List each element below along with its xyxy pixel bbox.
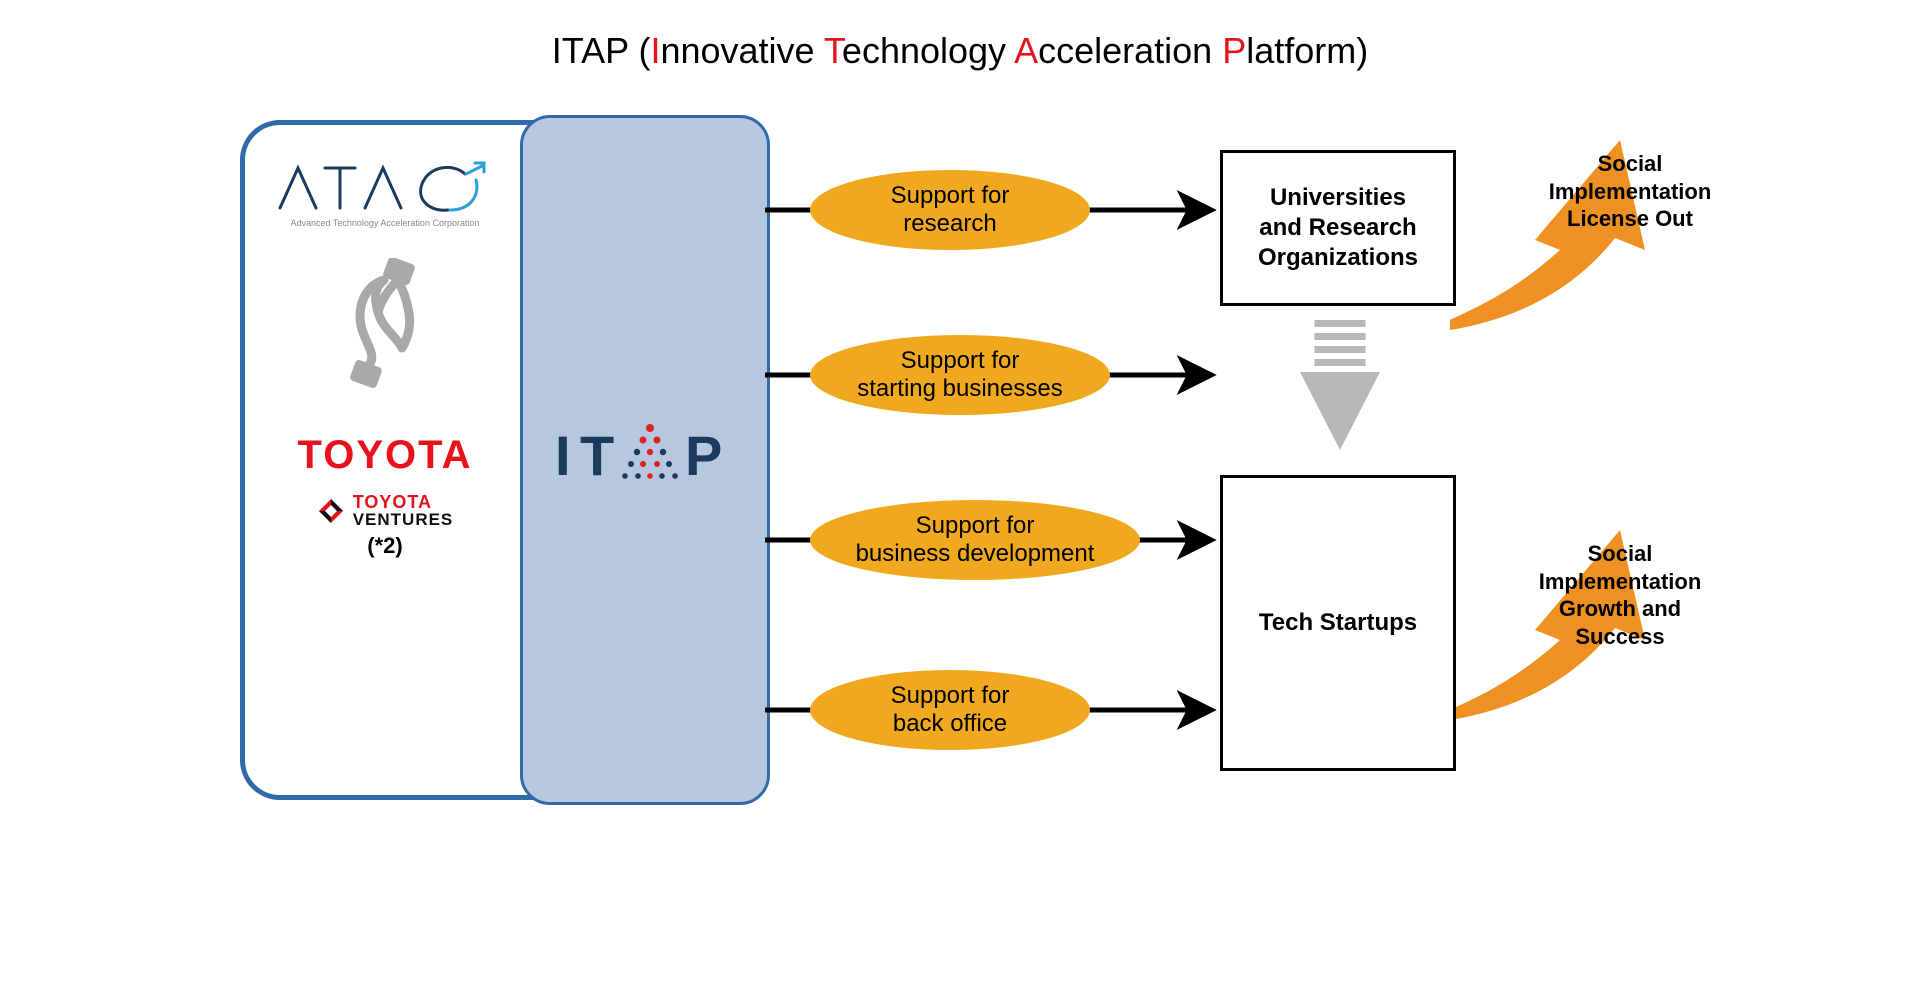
- down-arrow-icon: [1300, 320, 1380, 450]
- support-pill: Support forresearch: [810, 170, 1090, 250]
- support-pill: Support forback office: [810, 670, 1090, 750]
- atac-logo: [260, 160, 510, 220]
- ventures-word-2: VENTURES: [353, 511, 454, 528]
- itap-logo: I T P: [550, 420, 750, 499]
- title-seg4: latform): [1246, 30, 1368, 71]
- atac-subtitle: Advanced Technology Acceleration Corpora…: [260, 218, 510, 228]
- title-seg3: cceleration: [1038, 30, 1222, 71]
- swoosh-label: SocialImplementationLicense Out: [1530, 150, 1730, 233]
- partners-column: Advanced Technology Acceleration Corpora…: [260, 160, 510, 559]
- support-pill: Support forstarting businesses: [810, 335, 1110, 415]
- support-pill: Support forbusiness development: [810, 500, 1140, 580]
- footnote-marker: (*2): [260, 533, 510, 559]
- title-seg1: nnovative: [660, 30, 823, 71]
- title-seg2: echnology: [842, 30, 1014, 71]
- svg-text:I: I: [555, 424, 573, 487]
- title-lead: ITAP (: [552, 30, 651, 71]
- swoosh-label: SocialImplementationGrowth andSuccess: [1520, 540, 1720, 650]
- page-title: ITAP (Innovative Technology Acceleration…: [200, 30, 1720, 72]
- handshake-icon: [260, 258, 510, 393]
- svg-text:P: P: [685, 424, 724, 487]
- title-hi-p: P: [1222, 30, 1246, 71]
- ventures-word-1: TOYOTA: [353, 493, 432, 511]
- toyota-ventures-logo: TOYOTA VENTURES: [260, 493, 510, 528]
- title-hi-t: T: [824, 30, 842, 71]
- toyota-logo: TOYOTA: [260, 433, 510, 478]
- title-hi-a: A: [1014, 30, 1038, 71]
- target-box: Universitiesand ResearchOrganizations: [1220, 150, 1456, 306]
- target-box: Tech Startups: [1220, 475, 1456, 771]
- svg-text:T: T: [580, 424, 616, 487]
- diamond-icon: [317, 497, 345, 525]
- diagram-stage: ITAP (Innovative Technology Acceleration…: [200, 20, 1720, 820]
- title-hi-i: I: [650, 30, 660, 71]
